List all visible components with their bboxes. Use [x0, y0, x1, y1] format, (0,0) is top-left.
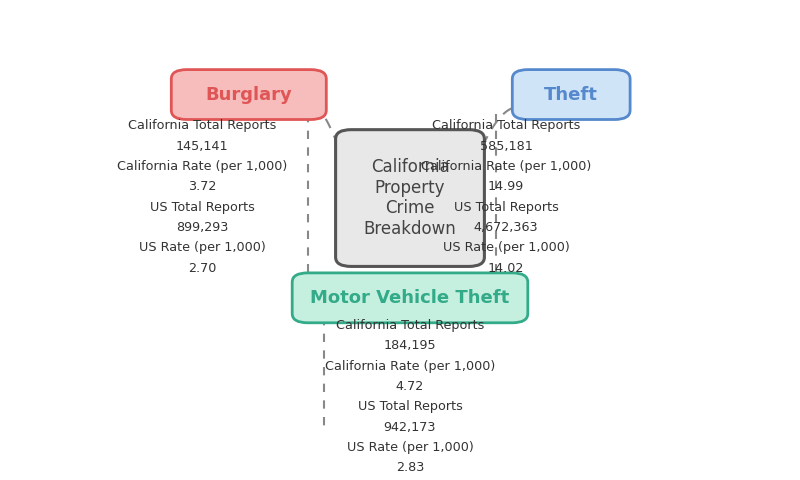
- Text: US Rate (per 1,000): US Rate (per 1,000): [346, 441, 474, 454]
- Text: California Rate (per 1,000): California Rate (per 1,000): [421, 160, 591, 173]
- Text: 14.02: 14.02: [488, 262, 524, 275]
- Text: US Total Reports: US Total Reports: [358, 400, 462, 413]
- Text: 184,195: 184,195: [384, 339, 436, 352]
- Text: 2.83: 2.83: [396, 461, 424, 474]
- Text: Theft: Theft: [544, 85, 598, 104]
- Text: 942,173: 942,173: [384, 420, 436, 434]
- Text: US Total Reports: US Total Reports: [454, 201, 558, 214]
- Text: California Rate (per 1,000): California Rate (per 1,000): [117, 160, 287, 173]
- Text: US Rate (per 1,000): US Rate (per 1,000): [442, 241, 570, 254]
- Text: Burglary: Burglary: [206, 85, 292, 104]
- FancyBboxPatch shape: [171, 70, 326, 120]
- Text: 4,672,363: 4,672,363: [474, 221, 538, 234]
- FancyBboxPatch shape: [512, 70, 630, 120]
- FancyBboxPatch shape: [336, 130, 485, 266]
- Text: California Total Reports: California Total Reports: [432, 120, 580, 132]
- Text: US Rate (per 1,000): US Rate (per 1,000): [139, 241, 266, 254]
- Text: 899,293: 899,293: [176, 221, 229, 234]
- Text: California Total Reports: California Total Reports: [336, 319, 484, 332]
- Text: 2.70: 2.70: [188, 262, 217, 275]
- Text: 145,141: 145,141: [176, 140, 229, 153]
- Text: US Total Reports: US Total Reports: [150, 201, 254, 214]
- Text: California
Property
Crime
Breakdown: California Property Crime Breakdown: [364, 158, 456, 238]
- Text: 3.72: 3.72: [188, 180, 217, 193]
- Text: 585,181: 585,181: [480, 140, 533, 153]
- Text: 4.72: 4.72: [396, 380, 424, 393]
- Text: California Rate (per 1,000): California Rate (per 1,000): [325, 360, 495, 372]
- Text: 14.99: 14.99: [488, 180, 524, 193]
- Text: California Total Reports: California Total Reports: [128, 120, 277, 132]
- FancyBboxPatch shape: [292, 273, 528, 323]
- Text: Motor Vehicle Theft: Motor Vehicle Theft: [310, 289, 510, 307]
